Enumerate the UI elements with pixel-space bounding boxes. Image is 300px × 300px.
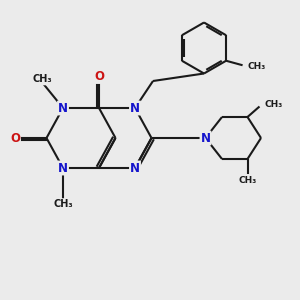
- Text: CH₃: CH₃: [248, 62, 266, 71]
- Text: CH₃: CH₃: [53, 199, 73, 209]
- Text: N: N: [130, 161, 140, 175]
- Text: N: N: [130, 101, 140, 115]
- Text: N: N: [200, 131, 211, 145]
- Text: CH₃: CH₃: [265, 100, 283, 109]
- Text: CH₃: CH₃: [32, 74, 52, 85]
- Text: O: O: [94, 70, 104, 83]
- Text: CH₃: CH₃: [238, 176, 256, 185]
- Text: N: N: [58, 161, 68, 175]
- Text: O: O: [10, 131, 20, 145]
- Text: N: N: [58, 101, 68, 115]
